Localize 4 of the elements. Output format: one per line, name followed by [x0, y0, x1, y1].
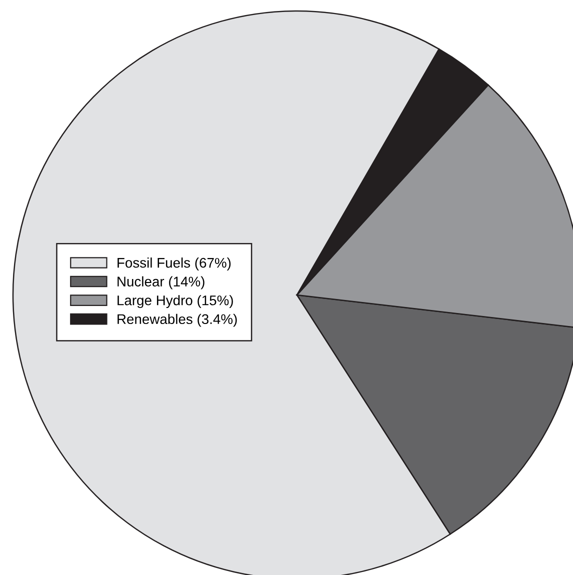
legend-label: Large Hydro (15%): [118, 295, 233, 308]
legend-label: Renewables (3.4%): [118, 314, 237, 327]
legend-label: Fossil Fuels (67%): [118, 258, 231, 270]
legend-label: Nuclear (14%): [118, 276, 204, 290]
